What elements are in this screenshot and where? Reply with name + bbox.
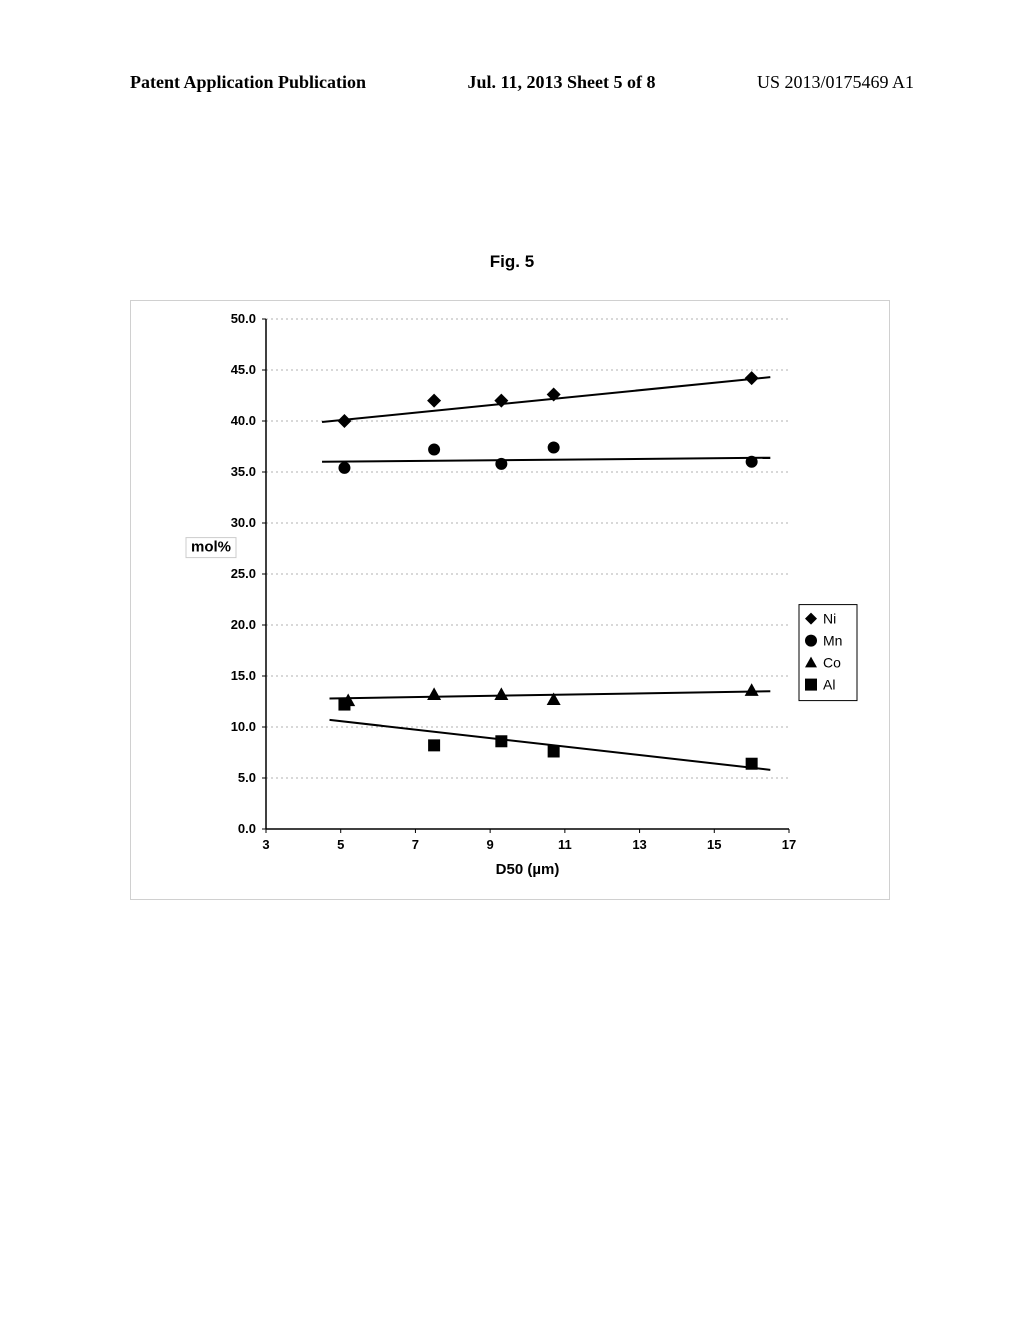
- svg-text:Co: Co: [823, 655, 841, 671]
- figure-title: Fig. 5: [0, 252, 1024, 272]
- svg-text:15.0: 15.0: [231, 668, 256, 683]
- svg-text:17: 17: [782, 837, 796, 852]
- svg-text:9: 9: [487, 837, 494, 852]
- svg-text:45.0: 45.0: [231, 362, 256, 377]
- svg-text:30.0: 30.0: [231, 515, 256, 530]
- svg-text:Mn: Mn: [823, 633, 842, 649]
- svg-text:25.0: 25.0: [231, 566, 256, 581]
- page-header: Patent Application Publication Jul. 11, …: [0, 72, 1024, 93]
- svg-text:3: 3: [262, 837, 269, 852]
- chart-container: 0.0 5.0 10.0 15.0 20.0 25.0 30.0 35.0 40.0 45.0 50…: [130, 300, 890, 900]
- svg-text:40.0: 40.0: [231, 413, 256, 428]
- svg-text:Ni: Ni: [823, 611, 836, 627]
- svg-text:D50 (µm): D50 (µm): [496, 861, 560, 878]
- svg-text:5: 5: [337, 837, 344, 852]
- svg-text:13: 13: [632, 837, 646, 852]
- svg-text:7: 7: [412, 837, 419, 852]
- header-right: US 2013/0175469 A1: [757, 72, 914, 93]
- svg-text:Al: Al: [823, 677, 835, 693]
- svg-text:15: 15: [707, 837, 721, 852]
- scatter-chart: 0.0 5.0 10.0 15.0 20.0 25.0 30.0 35.0 40.0 45.0 50…: [131, 301, 891, 901]
- svg-text:0.0: 0.0: [238, 821, 256, 836]
- header-left: Patent Application Publication: [130, 72, 366, 93]
- header-center: Jul. 11, 2013 Sheet 5 of 8: [467, 72, 655, 93]
- svg-text:5.0: 5.0: [238, 770, 256, 785]
- svg-text:35.0: 35.0: [231, 464, 256, 479]
- svg-text:mol%: mol%: [191, 539, 231, 556]
- svg-text:50.0: 50.0: [231, 311, 256, 326]
- svg-text:11: 11: [558, 837, 572, 852]
- svg-text:20.0: 20.0: [231, 617, 256, 632]
- svg-text:10.0: 10.0: [231, 719, 256, 734]
